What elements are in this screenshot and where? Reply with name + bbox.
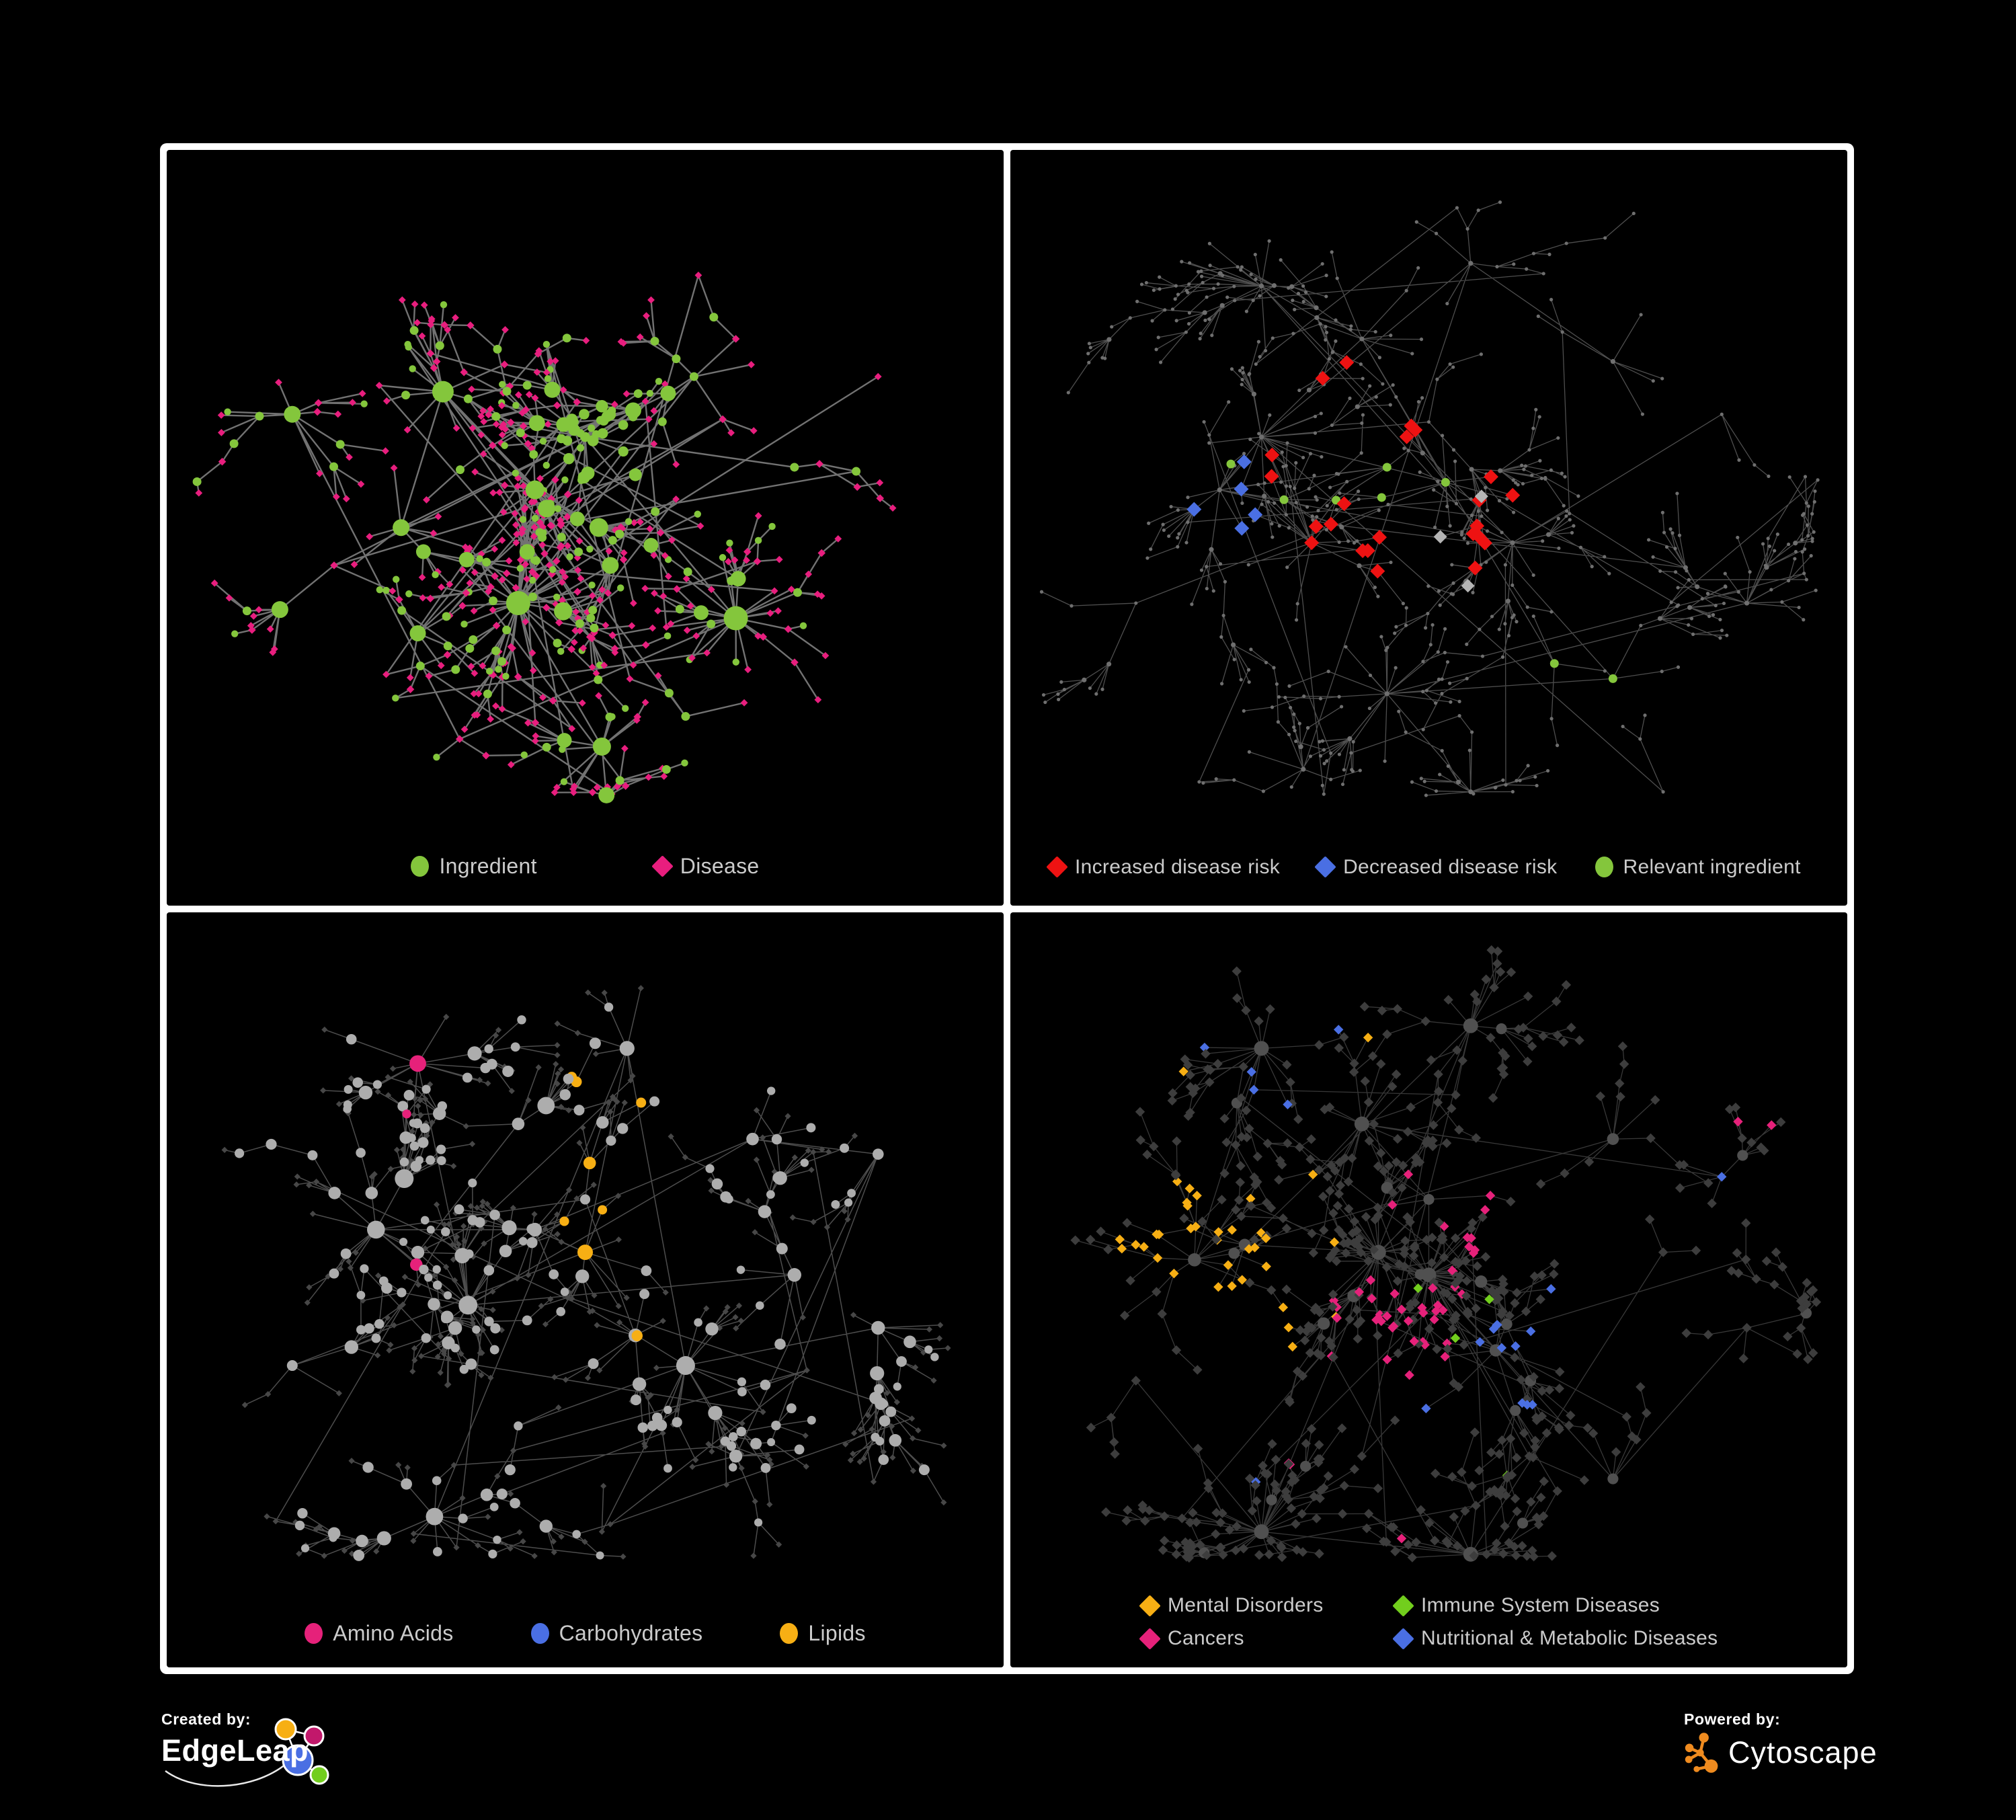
disease-risk-graph bbox=[1039, 200, 1820, 797]
legend-nutrient-classes: Amino Acids Carbohydrates Lipids bbox=[167, 1621, 1004, 1646]
legend-item: Mental Disorders bbox=[1139, 1594, 1396, 1617]
legend-label: Nutritional & Metabolic Diseases bbox=[1421, 1627, 1718, 1649]
lipids-circle-icon bbox=[780, 1623, 799, 1644]
powered-by-block: Powered by: Cytoscape bbox=[1684, 1710, 1878, 1774]
created-by-label: Created by: bbox=[161, 1710, 251, 1728]
legend-label: Amino Acids bbox=[333, 1621, 454, 1645]
carbohydrates-circle-icon bbox=[530, 1623, 549, 1644]
legend-label: Relevant ingredient bbox=[1623, 855, 1801, 878]
legend-label: Immune System Diseases bbox=[1421, 1594, 1660, 1616]
legend-label: Ingredient bbox=[439, 853, 537, 878]
cytoscape-wordmark: Cytoscape bbox=[1728, 1735, 1878, 1770]
legend-item: Immune System Diseases bbox=[1392, 1594, 1718, 1617]
panel-grid: Ingredient Disease Increased disease ris… bbox=[160, 143, 1854, 1674]
legend-item: Amino Acids bbox=[305, 1621, 453, 1646]
relevant-ingredient-circle-icon bbox=[1595, 857, 1613, 877]
legend-item: Nutritional & Metabolic Diseases bbox=[1392, 1627, 1718, 1650]
ingredient-circle-icon bbox=[411, 855, 430, 877]
legend-item: Ingredient bbox=[411, 854, 536, 879]
created-by-block: Created by: EdgeLeap bbox=[161, 1710, 390, 1811]
powered-by-label: Powered by: bbox=[1684, 1710, 1781, 1728]
mental-disorders-diamond-icon bbox=[1139, 1594, 1161, 1617]
legend-label: Cancers bbox=[1168, 1627, 1244, 1649]
legend-ingredient-disease: Ingredient Disease bbox=[167, 854, 1004, 879]
legend-label: Lipids bbox=[808, 1621, 866, 1645]
legend-label: Increased disease risk bbox=[1075, 855, 1281, 878]
decreased-risk-diamond-icon bbox=[1314, 856, 1336, 878]
edgeleap-logo-icon bbox=[165, 1718, 329, 1787]
nutrient-class-graph bbox=[221, 984, 951, 1561]
panel-nutrient-classes: Amino Acids Carbohydrates Lipids bbox=[167, 912, 1004, 1667]
ingredient-disease-graph bbox=[192, 272, 897, 803]
legend-item: Decreased disease risk bbox=[1314, 855, 1558, 879]
legend-item: Increased disease risk bbox=[1046, 855, 1281, 879]
nutritional-metabolic-diseases-diamond-icon bbox=[1392, 1627, 1414, 1650]
edgeleap-wordmark: EdgeLeap bbox=[161, 1733, 309, 1768]
increased-risk-diamond-icon bbox=[1046, 856, 1068, 878]
panel-disease-risk: Increased disease risk Decreased disease… bbox=[1010, 150, 1847, 906]
disease-class-graph bbox=[1070, 945, 1822, 1562]
legend-label: Decreased disease risk bbox=[1343, 855, 1558, 878]
legend-label: Disease bbox=[680, 853, 760, 878]
legend-item: Cancers bbox=[1139, 1627, 1396, 1650]
immune-system-diseases-diamond-icon bbox=[1392, 1594, 1414, 1617]
legend-disease-classes: Mental Disorders Immune System Diseases … bbox=[1139, 1594, 1718, 1650]
legend-item: Relevant ingredient bbox=[1595, 856, 1801, 879]
amino-acids-circle-icon bbox=[305, 1623, 323, 1644]
legend-item: Disease bbox=[651, 853, 760, 879]
panel-ingredient-disease: Ingredient Disease bbox=[167, 150, 1004, 906]
cytoscape-logo-icon bbox=[1685, 1733, 1718, 1773]
legend-item: Carbohydrates bbox=[530, 1621, 703, 1646]
cancers-diamond-icon bbox=[1139, 1627, 1161, 1650]
disease-diamond-icon bbox=[651, 855, 674, 877]
legend-label: Carbohydrates bbox=[559, 1621, 703, 1645]
legend-disease-risk: Increased disease risk Decreased disease… bbox=[1046, 855, 1801, 879]
cytoscape-brand-row: Cytoscape bbox=[1684, 1731, 1878, 1774]
legend-label: Mental Disorders bbox=[1168, 1594, 1324, 1616]
panel-disease-classes: Mental Disorders Immune System Diseases … bbox=[1010, 912, 1847, 1667]
legend-item: Lipids bbox=[780, 1621, 865, 1646]
